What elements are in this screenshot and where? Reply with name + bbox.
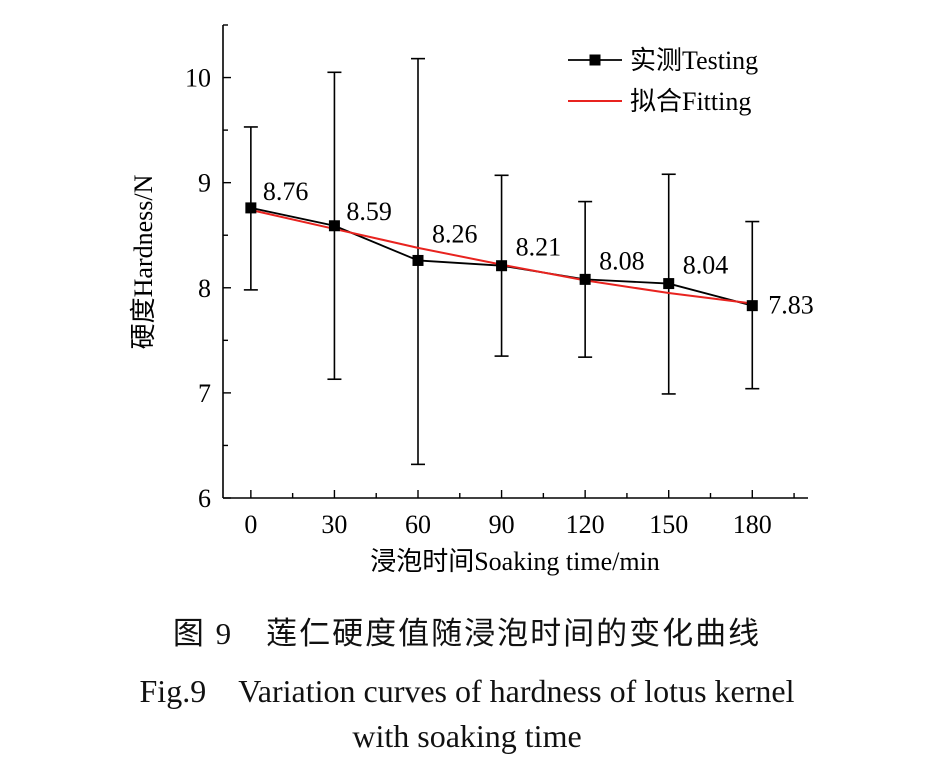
x-tick-label: 0 xyxy=(244,510,257,539)
x-tick-label: 30 xyxy=(321,510,347,539)
x-axis-title: 浸泡时间Soaking time/min xyxy=(370,547,660,576)
y-tick-label: 6 xyxy=(198,484,211,513)
data-label: 8.76 xyxy=(263,177,309,206)
data-point xyxy=(496,260,508,272)
legend-fitting-label: 拟合Fitting xyxy=(630,87,751,116)
x-tick-label: 60 xyxy=(405,510,431,539)
legend-testing-label: 实测Testing xyxy=(630,46,758,75)
data-point xyxy=(245,202,257,214)
data-point xyxy=(412,254,424,266)
caption-cn: 图 9 莲仁硬度值随浸泡时间的变化曲线 xyxy=(172,616,762,651)
y-tick-label: 8 xyxy=(198,274,211,303)
x-tick-label: 150 xyxy=(649,510,688,539)
data-point xyxy=(663,278,675,290)
data-label: 8.08 xyxy=(599,246,645,275)
x-tick-label: 180 xyxy=(733,510,772,539)
caption-en-line2: with soaking time xyxy=(352,718,582,754)
data-point xyxy=(746,300,758,312)
legend-testing-marker xyxy=(589,54,601,66)
data-label: 8.26 xyxy=(432,219,478,248)
data-point xyxy=(328,220,340,232)
x-tick-label: 90 xyxy=(489,510,515,539)
y-axis-title: 硬度Hardness/N xyxy=(129,174,158,349)
y-tick-label: 10 xyxy=(185,64,211,93)
data-point xyxy=(579,273,591,285)
y-tick-label: 7 xyxy=(198,379,211,408)
data-label: 8.21 xyxy=(516,233,562,262)
data-label: 7.83 xyxy=(768,291,814,320)
data-label: 8.59 xyxy=(346,197,392,226)
x-tick-label: 120 xyxy=(566,510,605,539)
hardness-chart: 6 7 8 9 10 0 30 60 90 120 150 180 浸泡时间Soaking time/m… xyxy=(129,24,814,576)
data-label: 8.04 xyxy=(683,251,729,280)
caption-en-line1: Fig.9 Variation curves of hardness of lo… xyxy=(139,673,795,709)
y-tick-label: 9 xyxy=(198,169,211,198)
